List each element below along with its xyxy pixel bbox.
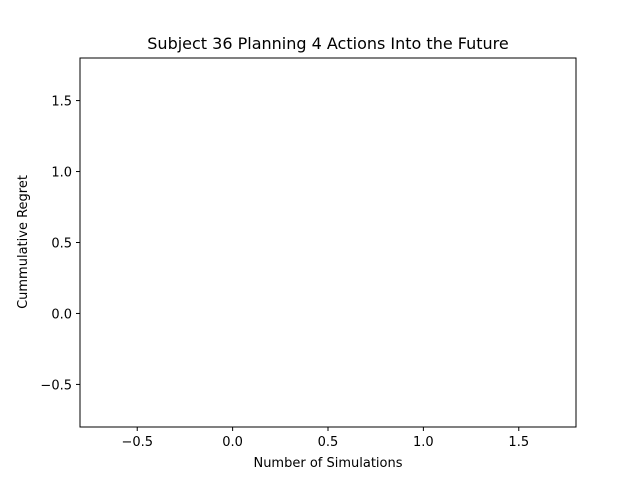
plot-frame — [79, 57, 577, 428]
y-tick-label: 1.5 — [51, 95, 72, 110]
x-axis-ticks: −0.5 0.0 0.5 1.0 1.5 — [121, 427, 529, 450]
x-tick-label: 0.5 — [318, 435, 339, 450]
x-tick-label: 0.0 — [222, 435, 243, 450]
x-tick-label: 1.0 — [413, 435, 434, 450]
y-tick-label: 0.5 — [51, 237, 72, 252]
chart-title: Subject 36 Planning 4 Actions Into the F… — [147, 34, 508, 53]
y-tick-label: −0.5 — [40, 378, 72, 393]
y-axis-label: Cummulative Regret — [16, 175, 31, 309]
y-axis-ticks: −0.5 0.0 0.5 1.0 1.5 — [40, 95, 80, 393]
x-tick-label: −0.5 — [121, 435, 153, 450]
x-axis-label: Number of Simulations — [253, 456, 402, 471]
y-tick-label: 0.0 — [51, 307, 72, 322]
x-tick-label: 1.5 — [508, 435, 529, 450]
y-tick-label: 1.0 — [51, 166, 72, 181]
plot-area — [80, 58, 576, 427]
